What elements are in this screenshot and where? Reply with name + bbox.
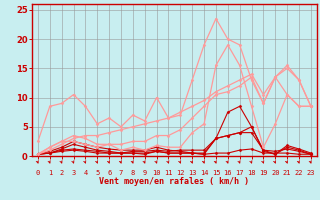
X-axis label: Vent moyen/en rafales ( km/h ): Vent moyen/en rafales ( km/h ) (100, 177, 249, 186)
